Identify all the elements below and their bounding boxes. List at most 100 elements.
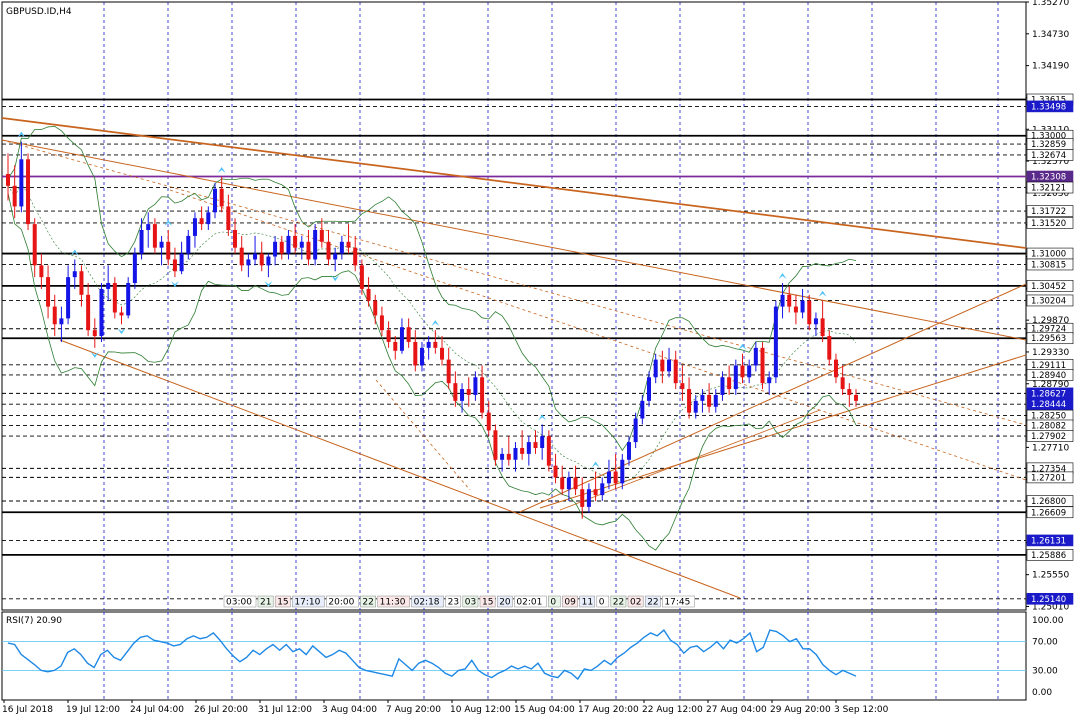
timestamp-chip [411, 595, 444, 608]
candle-body [353, 247, 358, 266]
band-lower [7, 192, 857, 551]
candle-body [606, 471, 611, 484]
candle-body [339, 241, 344, 254]
time-stamp-strip: 03:00 21 15 17:10 20:00 22 11:30 02:18 23 03 15 20 0… [223, 595, 695, 608]
price-tag-label: 1.28082 [1031, 421, 1066, 431]
candle-body [192, 218, 197, 236]
fractal-markers [17, 131, 827, 468]
candle-body [146, 224, 151, 230]
candle-body [747, 365, 752, 378]
candle-body [733, 365, 738, 390]
candle-body [640, 400, 645, 419]
price-tag-label: 1.25886 [1031, 551, 1066, 561]
candle-body [573, 477, 578, 490]
candle-body [840, 377, 845, 390]
candle-body [580, 489, 585, 507]
candle-body [39, 265, 44, 278]
candle-body [667, 359, 672, 372]
price-tag-label: 1.31000 [1031, 250, 1066, 260]
price-tag-label: 1.32859 [1031, 140, 1066, 150]
candle-body [480, 377, 485, 413]
candle-body [500, 453, 505, 460]
timestamp-chip-label: 09 [564, 598, 576, 608]
candle-body [413, 341, 418, 366]
candle-body [166, 241, 171, 260]
timestamp-chip-label: 11:30 [380, 598, 406, 608]
candle-body [807, 300, 812, 325]
candle-body [313, 230, 318, 260]
candle-body [546, 436, 551, 466]
candle-body [493, 430, 498, 460]
candle-body [453, 383, 458, 401]
candle-body [6, 174, 10, 186]
candle-body [854, 394, 858, 401]
price-tag-label: 1.32674 [1031, 151, 1066, 161]
price-tag [1026, 506, 1074, 519]
candle-body [119, 312, 124, 316]
candle-body [79, 271, 84, 295]
timestamp-chip [223, 595, 257, 608]
x-tick-label: 3 Sep 12:00 [834, 705, 889, 715]
candle-body [172, 259, 177, 272]
candle-body [419, 347, 424, 366]
x-tick-label: 24 Jul 04:00 [130, 705, 184, 715]
candle-body [32, 224, 37, 266]
candle-body [212, 188, 217, 213]
candle-body [740, 365, 745, 378]
candle-body [526, 442, 531, 454]
price-tag-label: 1.28627 [1031, 389, 1066, 399]
candle-body [700, 394, 705, 401]
fractal-down-marker [264, 281, 273, 288]
price-tag-label: 1.31722 [1031, 207, 1066, 217]
candle-body [12, 185, 17, 207]
candle-body [226, 206, 231, 230]
fractal-up-marker [738, 343, 747, 350]
y-tick-label: 1.25010 [1032, 602, 1069, 612]
rsi-frame [1, 611, 1027, 701]
price-tag [1026, 430, 1074, 442]
candle-body [560, 477, 565, 490]
price-tag-label: 1.32308 [1031, 173, 1066, 183]
band-middle [7, 183, 857, 483]
y-tick-label: 1.32570 [1032, 157, 1069, 167]
candle-body [847, 389, 852, 395]
candle-body [366, 288, 371, 301]
price-tag-label: 1.27354 [1031, 464, 1066, 474]
price-tag-label: 1.26609 [1031, 508, 1066, 518]
candle-body [253, 253, 258, 260]
price-tag-label: 1.31520 [1031, 219, 1066, 229]
candle-body [827, 336, 832, 360]
trend-lines [1, 117, 1027, 599]
candle-body [727, 377, 732, 390]
rsi-tick-label: 0.00 [1032, 688, 1052, 698]
trend-line [59, 339, 741, 599]
price-tag [1026, 205, 1074, 217]
candle-body [279, 241, 284, 254]
timestamp-chip-label: 02:18 [414, 598, 440, 608]
fractal-down-marker [170, 281, 179, 288]
price-tag [1026, 549, 1074, 561]
candle-body [52, 306, 57, 325]
price-tag [1026, 294, 1074, 307]
x-tick-label: 15 Aug 04:00 [514, 705, 575, 715]
fractal-down-marker [90, 351, 99, 358]
rsi-tick-label: 100.00 [1032, 616, 1064, 626]
candle-body [72, 271, 77, 278]
candle-body [333, 253, 338, 260]
candle-body [59, 318, 64, 325]
timestamp-chip-label: 22 [362, 598, 373, 608]
trend-line [519, 283, 1027, 513]
band-upper [7, 125, 857, 452]
timestamp-chip-label: 02 [630, 598, 641, 608]
candle-body [306, 241, 311, 260]
candle-body [833, 359, 838, 378]
candle-body [273, 241, 278, 257]
x-tick-label: 10 Aug 12:00 [450, 705, 511, 715]
candle-body [433, 341, 438, 348]
candle-body [466, 389, 471, 395]
candle-body [266, 256, 271, 266]
candle-body [647, 377, 652, 401]
price-tag [1026, 280, 1074, 292]
